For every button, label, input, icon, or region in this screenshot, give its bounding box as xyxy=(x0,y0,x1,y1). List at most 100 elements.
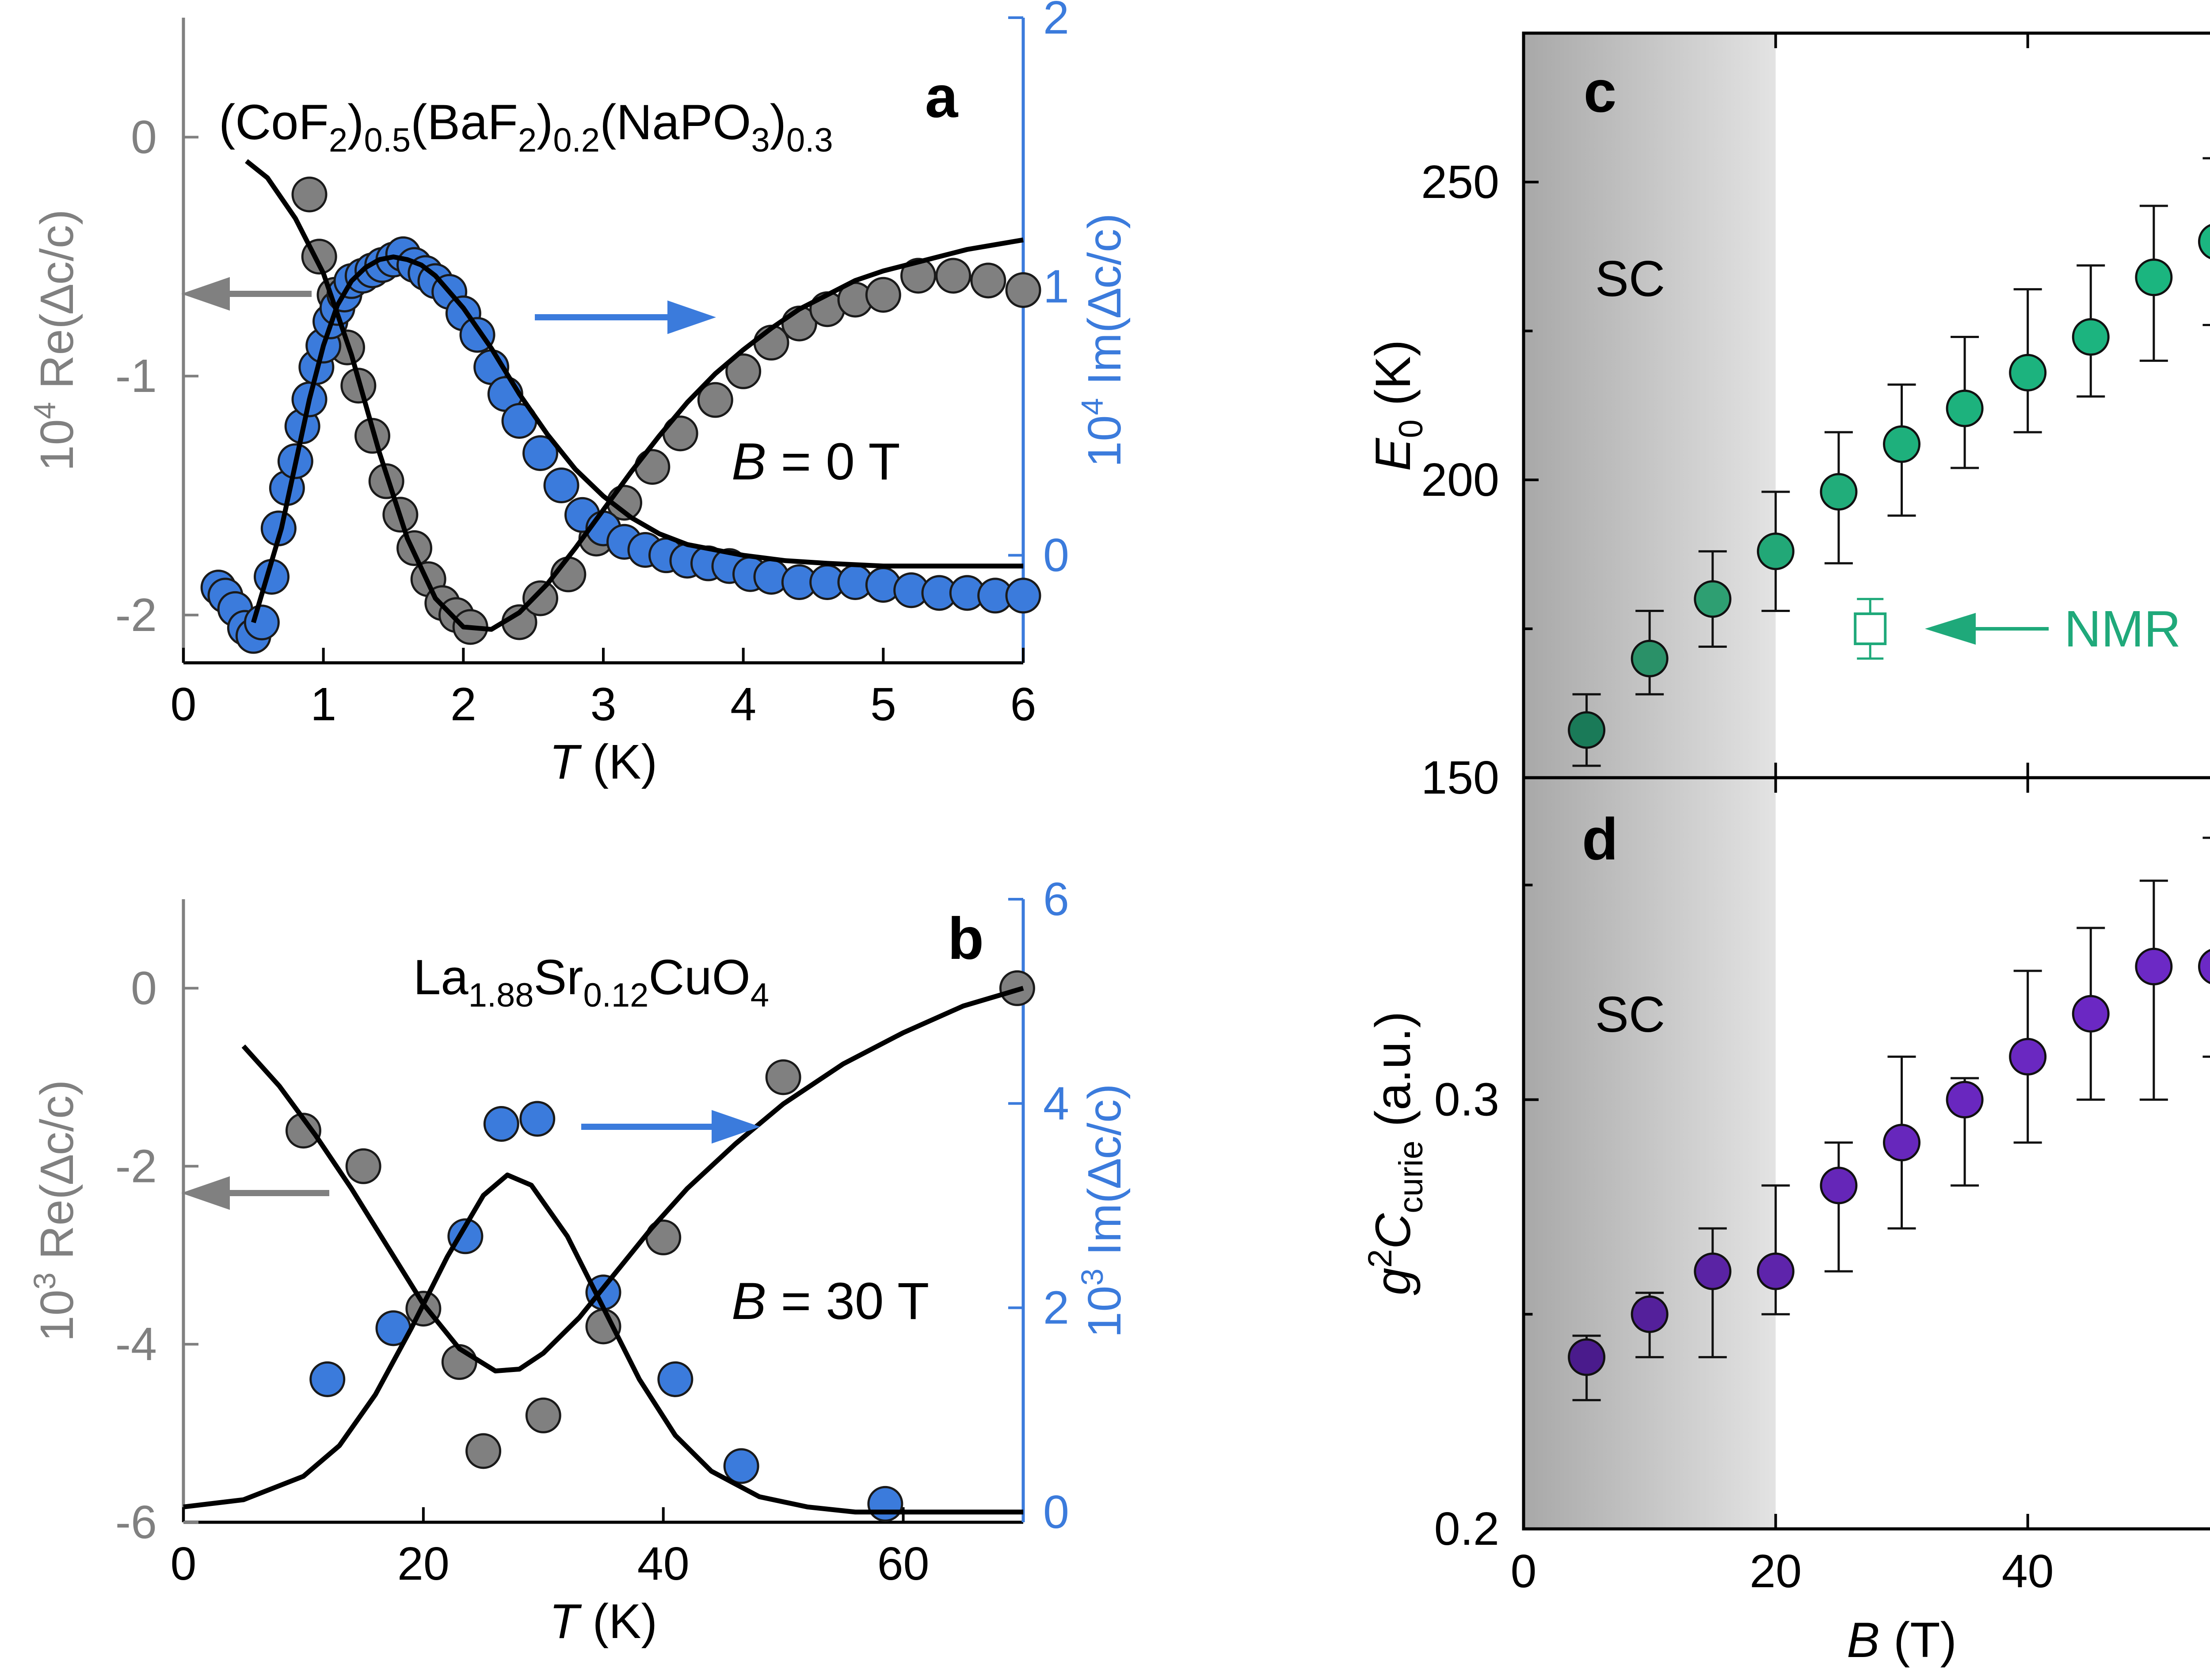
x-tick-label: 20 xyxy=(1749,1545,1802,1597)
x-axis-label-symbol: T xyxy=(549,735,582,789)
y-label-c: C xyxy=(1365,1213,1421,1249)
data-point xyxy=(1883,1124,1920,1162)
y-left-axis-label: 104 Re(∆c/c) xyxy=(27,209,83,471)
x-tick-label: 0 xyxy=(171,678,197,730)
formula-part: ) xyxy=(347,95,364,150)
y-left-label-exp: 4 xyxy=(27,402,62,419)
data-point xyxy=(1946,389,1984,427)
formula-subscript: 0.3 xyxy=(786,122,833,159)
x-axis-label-unit: (K) xyxy=(579,735,657,789)
data-point xyxy=(1568,711,1606,749)
fit-curve-right xyxy=(251,254,1023,623)
field-annotation: B = 0 T xyxy=(732,433,900,491)
y-right-tick-label: 0 xyxy=(1043,529,1069,582)
y-label-subscript: curie xyxy=(1392,1140,1430,1213)
x-axis-label-unit: (K) xyxy=(579,1594,657,1649)
arrow-to-left-axis-head xyxy=(181,1176,230,1210)
formula-part: CuO xyxy=(648,950,750,1005)
y-left-label-exp: 3 xyxy=(27,1273,62,1290)
formula-subscript: 0.12 xyxy=(583,977,649,1014)
point-im xyxy=(309,1361,346,1397)
y-right-tick-label: 1 xyxy=(1043,260,1069,312)
x-axis-label: B (T) xyxy=(1847,1612,1957,1668)
plot-frame xyxy=(1522,776,2210,1531)
y-right-tick-label: 6 xyxy=(1043,873,1069,925)
formula-subscript: 3 xyxy=(751,122,770,159)
x-axis-label-symbol: T xyxy=(549,1594,582,1649)
point-re xyxy=(634,449,671,485)
data-point xyxy=(1946,1081,1984,1119)
y-left-label-text: Re(∆c/c) xyxy=(31,1080,83,1273)
sc-label: SC xyxy=(1595,987,1665,1043)
y-left-tick-label: -1 xyxy=(115,350,157,402)
x-axis-label-unit: (T) xyxy=(1880,1612,1957,1668)
formula-part: (CoF xyxy=(219,95,329,150)
y-right-label-base: 10 xyxy=(1078,415,1131,468)
formula-part: (NaPO xyxy=(600,95,751,150)
field-symbol: B xyxy=(732,433,766,491)
panel-label: d xyxy=(1582,806,1618,872)
y-axis-label: g2Ccurie (a.u.) xyxy=(1361,1011,1430,1296)
point-re xyxy=(900,258,936,294)
y-left-label-base: 10 xyxy=(31,1289,83,1342)
x-tick-label: 5 xyxy=(870,678,896,730)
compound-formula: La1.88Sr0.12CuO4 xyxy=(413,950,769,1014)
x-tick-label: 6 xyxy=(1010,678,1036,730)
y-left-tick-label: -2 xyxy=(115,1140,157,1192)
data-point xyxy=(2009,353,2047,391)
point-re xyxy=(345,1148,381,1184)
y-tick-label: 150 xyxy=(1421,752,1499,804)
x-tick-label: 4 xyxy=(730,678,756,730)
formula-part: ) xyxy=(770,95,786,150)
y-left-label-base: 10 xyxy=(31,419,83,471)
y-right-label-exp: 4 xyxy=(1075,398,1109,415)
formula-subscript: 4 xyxy=(751,977,769,1014)
x-tick-label: 3 xyxy=(591,678,617,730)
point-im xyxy=(519,1101,556,1137)
data-point xyxy=(2135,947,2173,985)
data-point xyxy=(2198,949,2210,984)
x-tick-label: 0 xyxy=(1511,1545,1537,1597)
data-point xyxy=(2072,318,2110,356)
field-annotation: B = 30 T xyxy=(732,1272,929,1330)
panel-label: b xyxy=(948,906,984,972)
y-left-tick-label: 0 xyxy=(131,962,157,1014)
superconducting-region xyxy=(1524,778,1776,1529)
data-point xyxy=(2135,258,2173,296)
point-im xyxy=(543,468,579,503)
point-re xyxy=(1005,272,1041,308)
y-label-superscript: 2 xyxy=(1361,1249,1399,1268)
y-axis-label: E0 (K) xyxy=(1365,340,1430,471)
point-re xyxy=(697,382,733,418)
data-point xyxy=(1694,1252,1732,1290)
formula-part: La xyxy=(413,950,469,1005)
point-re xyxy=(522,580,558,616)
x-tick-label: 20 xyxy=(397,1538,450,1590)
y-right-axis-label: 103 Im(∆c/c) xyxy=(1075,1084,1131,1338)
x-axis-label: T (K) xyxy=(549,1594,657,1649)
y-label-unit: (a.u.) xyxy=(1365,1011,1421,1141)
formula-subscript: 2 xyxy=(329,122,347,159)
formula-subscript: 1.88 xyxy=(469,977,534,1014)
y-right-label-base: 10 xyxy=(1078,1286,1131,1338)
data-point xyxy=(1820,473,1858,511)
x-tick-label: 0 xyxy=(171,1538,197,1590)
panel-c: 150 200 250 c SC E0 (K) NMR xyxy=(1365,31,2210,804)
y-left-tick-label: -2 xyxy=(115,589,157,641)
y-left-axis-label: 103 Re(∆c/c) xyxy=(27,1080,83,1342)
y-left-tick-label: 0 xyxy=(131,111,157,163)
point-re xyxy=(865,277,901,313)
y-tick-label: 250 xyxy=(1421,156,1499,208)
formula-part: Sr xyxy=(534,950,583,1005)
formula-part: ) xyxy=(537,95,553,150)
data-point xyxy=(1694,580,1732,618)
y-label-unit: (K) xyxy=(1365,340,1421,419)
y-right-label-text: Im(∆c/c) xyxy=(1078,1084,1131,1269)
data-point xyxy=(2198,224,2210,259)
y-label-g: g xyxy=(1365,1268,1421,1295)
point-im xyxy=(1005,578,1041,614)
panel-label: a xyxy=(925,64,959,130)
y-right-tick-label: 0 xyxy=(1043,1486,1069,1538)
